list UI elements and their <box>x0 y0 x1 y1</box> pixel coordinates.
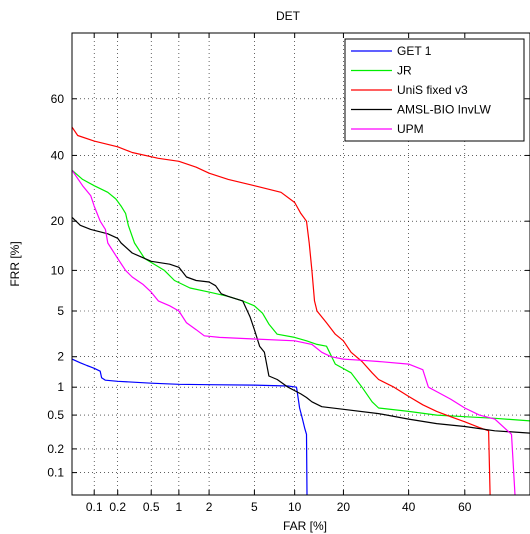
x-axis-title: FAR [%] <box>283 519 327 533</box>
legend-label: GET 1 <box>397 44 432 58</box>
x-tick-label: 2 <box>206 500 213 514</box>
x-tick-label: 10 <box>288 500 302 514</box>
x-tick-label: 5 <box>251 500 258 514</box>
x-tick-label: 20 <box>337 500 351 514</box>
x-tick-label: 0.2 <box>109 500 126 514</box>
y-tick-label: 0.2 <box>47 442 64 456</box>
series-line-2 <box>72 126 491 495</box>
x-tick-label: 1 <box>176 500 183 514</box>
plot-frame <box>71 32 530 496</box>
x-tick-label: 0.1 <box>86 500 103 514</box>
legend: GET 1 JR UniS fixed v3 AMSL-BIO InvLW UPM <box>344 38 525 142</box>
y-axis-title: FRR [%] <box>8 241 22 286</box>
series-line-4 <box>72 169 516 495</box>
legend-label: JR <box>397 64 412 78</box>
y-tick-label: 5 <box>57 304 64 318</box>
y-tick-label: 20 <box>51 214 65 228</box>
series-line-3 <box>72 216 530 434</box>
y-tick-label: 0.5 <box>47 408 64 422</box>
y-tick-label: 2 <box>57 350 64 364</box>
x-tick-label: 60 <box>458 500 472 514</box>
x-tick-label: 40 <box>402 500 416 514</box>
y-tick-label: 1 <box>57 380 64 394</box>
y-tick-labels: 0.1 0.2 0.5 1 2 5 10 20 40 60 <box>47 92 64 480</box>
series-line-0 <box>72 358 308 495</box>
series-lines <box>72 126 530 495</box>
tick-marks <box>72 33 530 495</box>
legend-label: AMSL-BIO InvLW <box>397 103 491 117</box>
y-tick-label: 10 <box>51 263 65 277</box>
y-tick-label: 0.1 <box>47 466 64 480</box>
y-tick-label: 60 <box>51 92 65 106</box>
legend-label: UPM <box>397 122 424 136</box>
y-tick-label: 40 <box>51 148 65 162</box>
grid <box>72 33 530 495</box>
x-tick-labels: 0.1 0.2 0.5 1 2 5 10 20 40 60 <box>86 500 472 514</box>
chart-title: DET <box>276 9 301 23</box>
legend-label: UniS fixed v3 <box>397 83 468 97</box>
x-tick-label: 0.5 <box>143 500 160 514</box>
series-line-1 <box>72 169 530 422</box>
